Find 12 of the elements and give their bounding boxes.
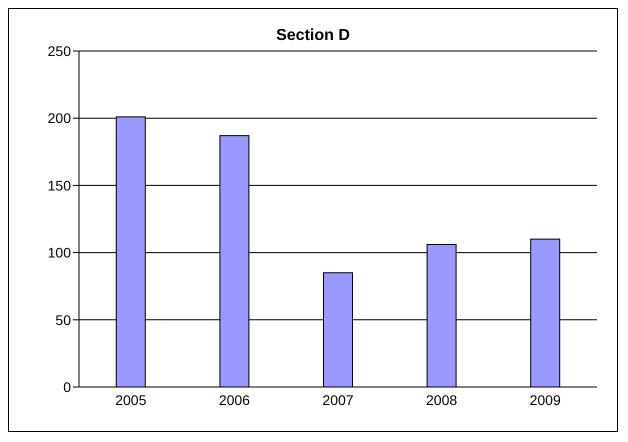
chart-title: Section D: [276, 27, 350, 44]
x-tick-label: 2006: [218, 392, 250, 408]
y-tick-label: 150: [48, 177, 72, 194]
x-tick-label: 2007: [322, 392, 354, 408]
y-tick-label: 250: [48, 42, 72, 59]
x-tick-label: 2005: [115, 392, 147, 408]
y-tick-label: 200: [48, 110, 72, 126]
y-tick-label: 100: [48, 244, 72, 261]
x-tick-label: 2008: [426, 392, 458, 408]
y-tick-label: 50: [55, 312, 72, 328]
y-tick-label: 0: [63, 378, 72, 395]
x-tick-label: 2009: [530, 392, 561, 408]
